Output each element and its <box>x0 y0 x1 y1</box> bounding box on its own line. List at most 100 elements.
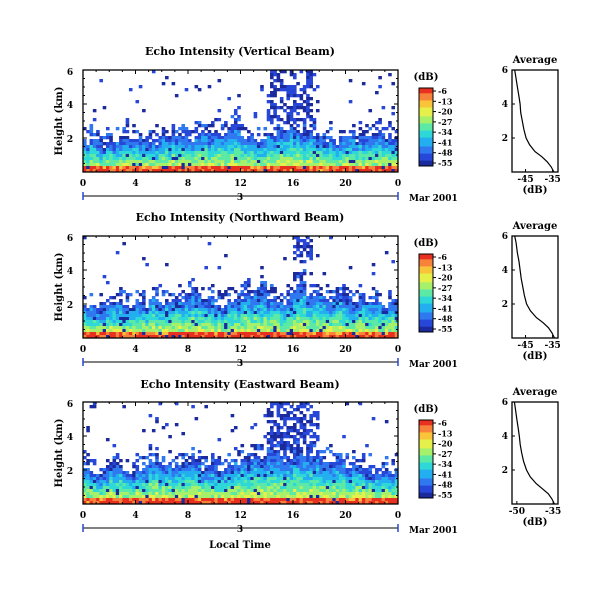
heatmap-cell <box>329 305 333 309</box>
heatmap-cell <box>306 432 310 436</box>
heatmap-cell <box>276 136 281 140</box>
heatmap-vertical <box>82 69 399 173</box>
heatmap-cell <box>361 139 366 143</box>
heatmap-cell <box>207 305 212 309</box>
heatmap-cell <box>270 462 274 466</box>
heatmap-cell <box>210 160 215 164</box>
heatmap-cell <box>247 453 251 457</box>
heatmap-cell <box>89 157 94 161</box>
heatmap-cell <box>338 148 343 152</box>
heatmap-cell <box>342 311 346 315</box>
heatmap-cell <box>207 486 212 490</box>
heatmap-cell <box>174 314 179 318</box>
heatmap-cell <box>201 130 205 134</box>
heatmap-cell <box>332 157 336 161</box>
heatmap-cell <box>233 317 238 321</box>
heatmap-cell <box>253 459 258 463</box>
heatmap-cell <box>250 462 254 466</box>
heatmap-cell <box>220 154 225 158</box>
colorbar-tick-label: -55 <box>438 158 452 168</box>
heatmap-cell <box>210 139 215 143</box>
heatmap-cell <box>394 157 399 161</box>
heatmap-cell <box>325 501 330 505</box>
heatmap-cell <box>289 317 294 321</box>
heatmap-cell <box>368 151 373 155</box>
heatmap-cell <box>371 329 376 333</box>
heatmap-cell <box>243 169 248 173</box>
heatmap-cell <box>142 257 146 261</box>
heatmap-cell <box>270 103 274 107</box>
heatmap-cell <box>128 308 133 312</box>
heatmap-cell <box>230 489 235 493</box>
heatmap-cell <box>368 486 373 490</box>
heatmap-cell <box>394 501 399 505</box>
heatmap-cell <box>161 311 166 315</box>
heatmap-cell <box>329 127 333 131</box>
colorbar-swatch <box>419 261 433 264</box>
heatmap-cell <box>83 498 87 502</box>
colorbar-frame <box>418 253 434 333</box>
heatmap-cell <box>348 100 353 104</box>
heatmap-cell <box>352 151 356 155</box>
heatmap-cell <box>253 423 258 427</box>
heatmap-cell <box>151 163 156 167</box>
heatmap-cell <box>125 160 130 164</box>
heatmap-cell <box>243 151 248 155</box>
heatmap-cell <box>253 483 258 487</box>
heatmap-cell <box>391 483 396 487</box>
heatmap-cell <box>92 305 97 309</box>
heatmap-cell <box>207 142 212 146</box>
heatmap-cell <box>312 444 317 448</box>
heatmap-cell <box>109 308 113 312</box>
heatmap-cell <box>276 73 281 77</box>
heatmap-cell <box>378 477 382 481</box>
heatmap-cell <box>368 468 373 472</box>
heatmap-cell <box>220 471 225 475</box>
heatmap-cell <box>128 169 133 173</box>
heatmap-cell <box>240 169 245 173</box>
heatmap-cell <box>194 486 199 490</box>
heatmap-cell <box>293 483 297 487</box>
heatmap-cell <box>286 447 291 451</box>
heatmap-cell <box>115 169 120 173</box>
heatmap-cell <box>188 302 192 306</box>
heatmap-cell <box>302 242 307 246</box>
heatmap-cell <box>197 450 202 454</box>
heatmap-cell <box>302 501 307 505</box>
heatmap-cell <box>325 169 330 173</box>
heatmap-cell <box>371 332 376 336</box>
heatmap-cell <box>125 154 130 158</box>
heatmap-cell <box>384 486 389 490</box>
heatmap-cell <box>243 308 248 312</box>
heatmap-cell <box>145 263 149 267</box>
heatmap-cell <box>250 474 254 478</box>
heatmap-cell <box>273 317 277 321</box>
heatmap-cell <box>181 486 186 490</box>
heatmap-cell <box>142 492 146 496</box>
heatmap-cell <box>319 471 323 475</box>
heatmap-cell <box>191 130 195 134</box>
heatmap-cell <box>286 163 291 167</box>
heatmap-cell <box>237 148 241 152</box>
heatmap-cell <box>375 308 379 312</box>
heatmap-cell <box>165 290 169 294</box>
heatmap-cell <box>361 299 366 303</box>
heatmap-cell <box>171 154 176 158</box>
heatmap-cell <box>381 139 386 143</box>
heatmap-cell <box>155 456 159 460</box>
heatmap-cell <box>361 326 366 330</box>
heatmap-cell <box>338 320 343 324</box>
heatmap-cell <box>325 160 330 164</box>
heatmap-cell <box>138 160 143 164</box>
heatmap-cell <box>207 477 212 481</box>
heatmap-cell <box>112 477 117 481</box>
heatmap-cell <box>217 133 222 137</box>
heatmap-cell <box>128 157 133 161</box>
heatmap-cell <box>315 151 320 155</box>
heatmap-cell <box>309 305 313 309</box>
heatmap-cell <box>253 329 258 333</box>
heatmap-cell <box>329 121 333 125</box>
heatmap-cell <box>253 139 258 143</box>
heatmap-cell <box>289 462 294 466</box>
heatmap-cell <box>217 323 222 327</box>
